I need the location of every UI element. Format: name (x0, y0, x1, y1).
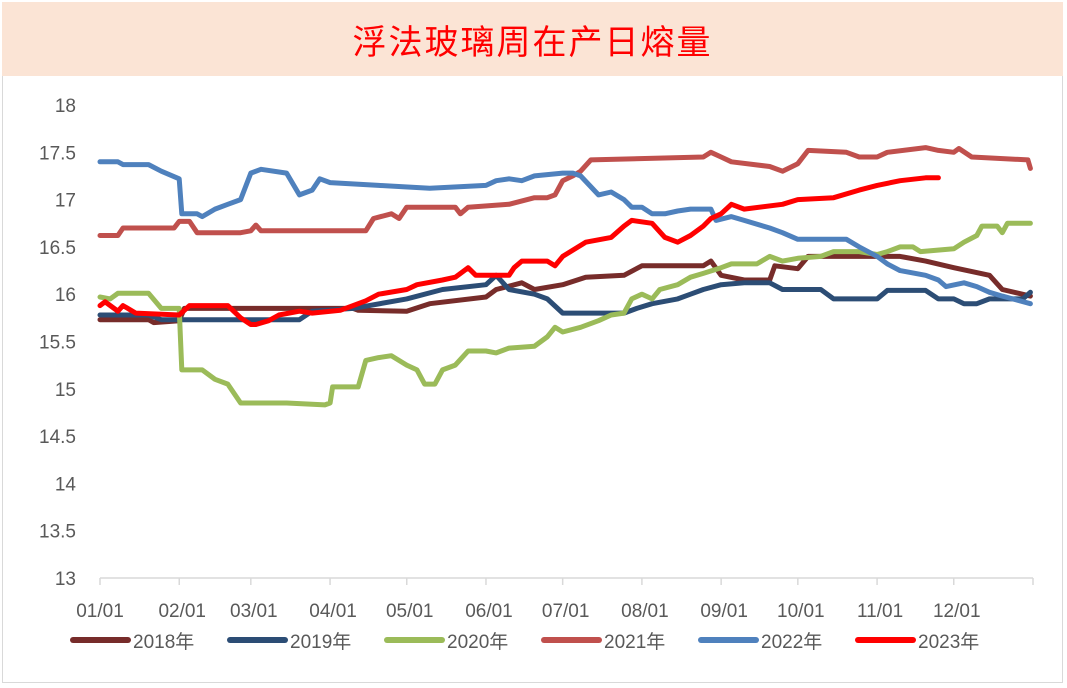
series-line-2023 (97, 175, 941, 327)
series-lines (97, 145, 1033, 408)
x-tick-label: 10/01 (777, 601, 825, 622)
series-line-2020 (97, 220, 1033, 408)
series-line-2019 (97, 272, 1033, 323)
legend-label: 2018年 (133, 631, 194, 653)
legend-label: 2021年 (604, 631, 665, 653)
y-tick-label: 14 (55, 474, 77, 495)
y-tick-label: 13 (55, 569, 76, 590)
title-bar: 浮法玻璃周在产日熔量 (2, 2, 1063, 76)
y-tick-label: 15 (55, 380, 76, 401)
x-tick-label: 09/01 (700, 601, 748, 622)
y-tick-label: 16 (55, 285, 76, 306)
x-tick-label: 12/01 (933, 601, 981, 622)
y-tick-label: 13.5 (39, 522, 76, 543)
x-tick-label: 01/01 (76, 601, 124, 622)
x-tick-label: 08/01 (621, 601, 669, 622)
legend-label: 2020年 (447, 631, 508, 653)
x-tick-label: 11/01 (857, 601, 903, 622)
series-line-2022 (97, 159, 1033, 307)
y-tick-label: 17 (55, 191, 76, 212)
legend-label: 2019年 (290, 631, 351, 653)
x-axis: 01/01 02/01 03/01 04/01 05/01 06/01 07/01 08/01… (76, 577, 1034, 622)
x-tick-label: 05/01 (386, 601, 434, 622)
y-tick-label: 14.5 (39, 427, 76, 448)
x-tick-label: 02/01 (158, 601, 206, 622)
y-tick-label: 17.5 (39, 143, 76, 164)
x-tick-label: 07/01 (542, 601, 590, 622)
legend: 2018年 2019年 2020年 2021年 2022年 2023年 (70, 631, 979, 653)
legend-label: 2022年 (761, 631, 822, 653)
y-tick-label: 15.5 (39, 333, 76, 354)
y-tick-label: 18 (55, 96, 76, 117)
chart-title: 浮法玻璃周在产日熔量 (352, 22, 713, 63)
legend-label: 2023年 (918, 631, 979, 653)
x-tick-label: 04/01 (309, 601, 357, 622)
series-line-2021 (97, 145, 1033, 238)
y-axis: 13 13.5 14 14.5 15 15.5 16 16.5 17 17.5 18 (39, 96, 76, 590)
x-tick-label: 03/01 (230, 601, 278, 622)
x-tick-label: 06/01 (465, 601, 513, 622)
y-tick-label: 16.5 (39, 238, 76, 259)
